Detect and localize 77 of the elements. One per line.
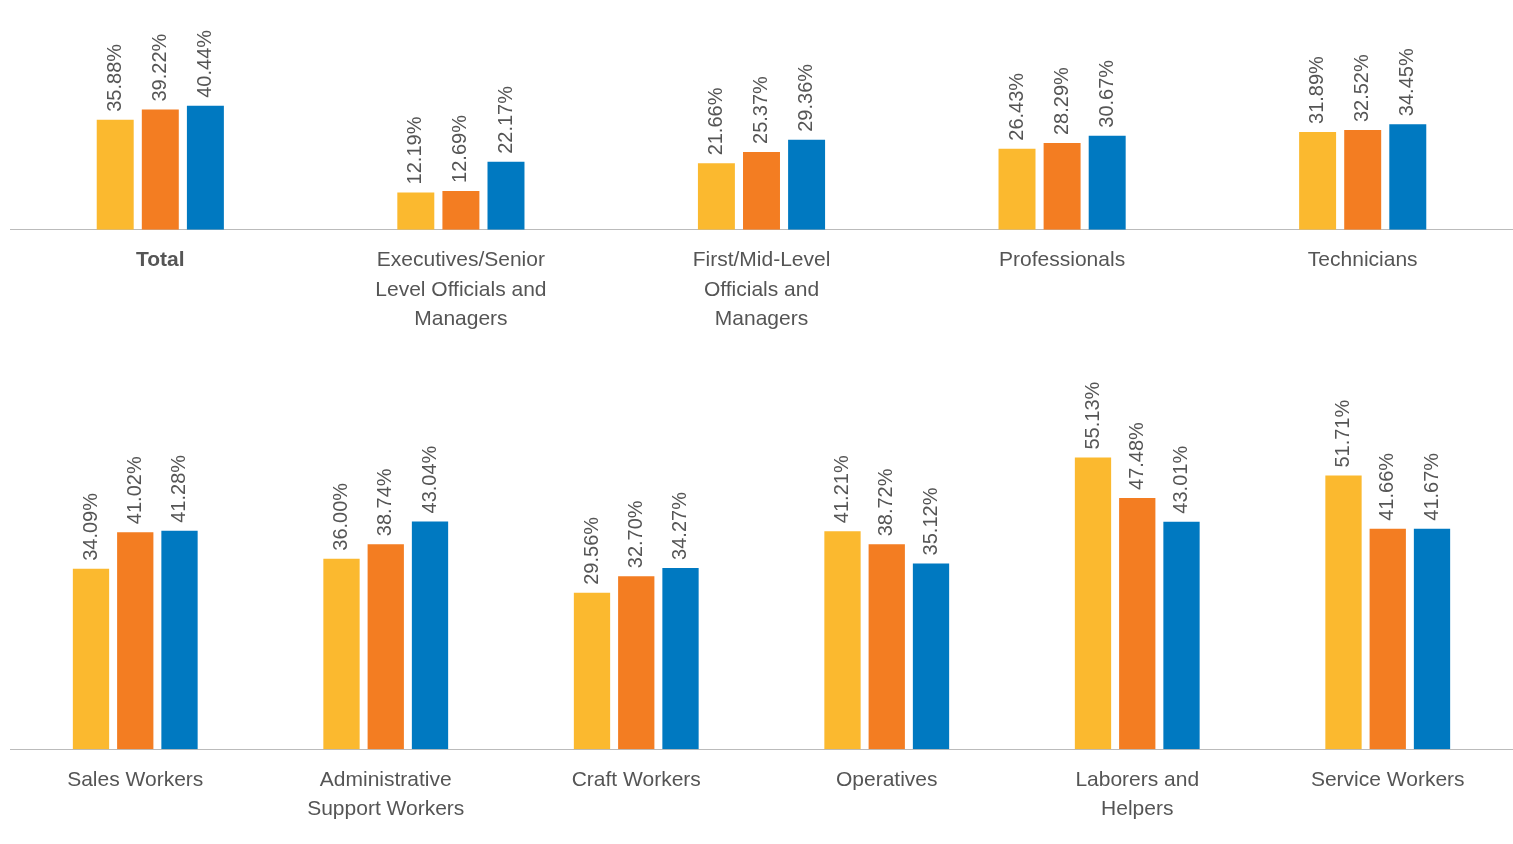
x-tick-label: Operatives xyxy=(835,766,938,790)
x-tick-label: Sales Workers xyxy=(67,766,204,790)
bar xyxy=(1043,143,1081,230)
bar xyxy=(662,567,699,750)
data-label: 41.66% xyxy=(1375,452,1398,521)
bar xyxy=(186,105,224,230)
data-label: 51.71% xyxy=(1331,399,1354,468)
data-label: 12.19% xyxy=(403,116,426,185)
bar xyxy=(323,558,360,750)
x-tick-label: Executives/Senior Level Officials and Managers xyxy=(375,247,547,330)
bar xyxy=(1074,457,1112,750)
data-label: 34.09% xyxy=(78,492,101,561)
bar xyxy=(1344,130,1382,230)
data-label: 35.12% xyxy=(918,487,941,556)
data-label: 47.48% xyxy=(1124,421,1147,490)
bar xyxy=(1088,135,1126,230)
bar xyxy=(998,148,1036,230)
x-tick-label: Craft Workers xyxy=(571,766,701,790)
bar xyxy=(367,544,404,750)
x-tick-label: Service Workers xyxy=(1310,766,1465,790)
bar xyxy=(1325,475,1362,750)
bar xyxy=(141,109,179,230)
data-label: 41.67% xyxy=(1419,452,1442,521)
data-label: 12.69% xyxy=(448,114,471,183)
bar xyxy=(161,530,198,750)
data-label: 22.17% xyxy=(493,85,516,154)
data-label: 31.89% xyxy=(1305,55,1328,124)
x-tick-label: First/Mid-Level Officials and Managers xyxy=(692,247,831,330)
data-label: 21.66% xyxy=(703,87,726,156)
x-tick-label: Total xyxy=(136,247,185,271)
data-label: 43.01% xyxy=(1169,445,1192,514)
bar xyxy=(1119,497,1156,750)
bar xyxy=(618,576,655,750)
data-label: 32.52% xyxy=(1350,54,1373,123)
data-label: 39.22% xyxy=(147,33,170,102)
bar xyxy=(743,151,780,230)
data-label: 30.67% xyxy=(1094,59,1117,128)
bar xyxy=(824,531,861,750)
x-tick-label: Technicians xyxy=(1307,247,1418,271)
bar xyxy=(397,192,435,230)
bar xyxy=(912,563,950,750)
bar xyxy=(442,190,480,230)
data-label: 40.44% xyxy=(192,29,215,98)
bar xyxy=(96,119,134,230)
data-label: 41.28% xyxy=(167,454,190,523)
bar xyxy=(697,163,735,230)
data-label: 38.72% xyxy=(874,468,897,537)
data-label: 29.36% xyxy=(794,63,817,132)
bar xyxy=(117,532,154,750)
bar xyxy=(1369,528,1406,750)
data-label: 36.00% xyxy=(329,482,352,551)
x-tick-label: Administrative Support Workers xyxy=(307,766,465,820)
data-label: 38.74% xyxy=(373,468,396,537)
bar xyxy=(788,139,826,230)
x-tick-label: Laborers and Helpers xyxy=(1075,766,1200,820)
bar xyxy=(487,161,525,230)
data-label: 26.43% xyxy=(1004,72,1027,141)
data-label: 43.04% xyxy=(417,445,440,514)
data-label: 34.45% xyxy=(1395,48,1418,117)
data-label: 29.56% xyxy=(579,516,602,585)
x-tick-label: Professionals xyxy=(999,247,1126,271)
data-label: 25.37% xyxy=(749,75,772,144)
bar xyxy=(573,592,611,750)
bar xyxy=(1163,521,1200,750)
data-label: 34.27% xyxy=(668,491,691,560)
bar xyxy=(411,521,449,750)
data-label: 55.13% xyxy=(1080,381,1103,450)
data-label: 41.21% xyxy=(830,455,853,524)
data-label: 41.02% xyxy=(122,456,145,525)
data-label: 32.70% xyxy=(623,500,646,569)
data-label: 35.88% xyxy=(102,43,125,112)
bar xyxy=(72,568,110,750)
bar xyxy=(868,544,905,750)
data-label: 28.29% xyxy=(1049,66,1072,136)
bar xyxy=(1389,124,1427,230)
bar xyxy=(1413,528,1451,750)
bar xyxy=(1299,132,1337,230)
